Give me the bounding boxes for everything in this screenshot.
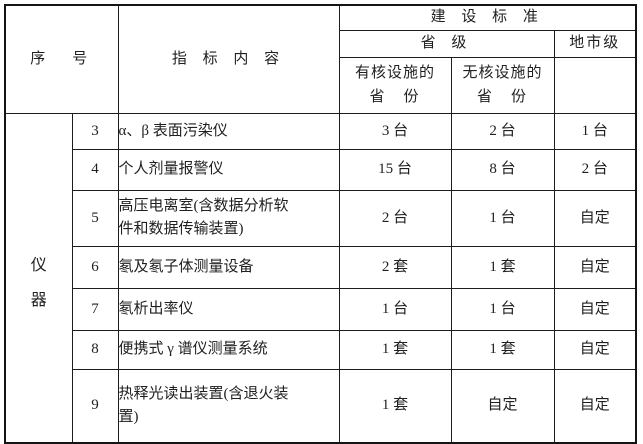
standards-table: 序 号 指 标 内 容 建 设 标 准 省 级 地市级 有核设施的 省 份 无核… xyxy=(4,4,638,444)
header-construction-standard: 建 设 标 准 xyxy=(338,4,637,31)
value-with-nuclear: 2 套 xyxy=(338,245,452,289)
row-number: 6 xyxy=(71,245,119,289)
row-number: 3 xyxy=(71,112,119,150)
value-without-nuclear: 1 套 xyxy=(450,329,555,370)
table-row: 仪 器 3 α、β 表面污染仪 3 台 2 台 1 台 xyxy=(4,112,637,444)
header-provinces-without-nuclear-line1: 无核设施的 xyxy=(462,65,543,81)
header-provincial-level: 省 级 xyxy=(338,29,555,58)
table-row: 5 高压电离室(含数据分析软 件和数据传输装置) 2 台 1 台 自定 xyxy=(5,189,637,247)
value-with-nuclear: 1 套 xyxy=(338,368,452,444)
value-municipal: 自定 xyxy=(553,245,637,289)
value-municipal: 自定 xyxy=(553,287,637,331)
indicator-content-cell: 高压电离室(含数据分析软 件和数据传输装置) xyxy=(117,189,340,247)
header-indicator-content: 指 标 内 容 xyxy=(117,4,340,114)
value-municipal: 自定 xyxy=(553,329,637,370)
header-row-2: 省 级 地市级 xyxy=(5,29,637,58)
value-with-nuclear: 2 台 xyxy=(338,189,452,247)
header-provinces-without-nuclear: 无核设施的 省 份 xyxy=(450,56,555,114)
document-page: 序 号 指 标 内 容 建 设 标 准 省 级 地市级 有核设施的 省 份 无核… xyxy=(4,4,638,444)
value-with-nuclear: 1 套 xyxy=(338,329,452,370)
indicator-content-cell: 氡及氡子体测量设备 xyxy=(117,245,340,289)
table-row: 8 便携式 γ 谱仪测量系统 1 套 1 套 自定 xyxy=(5,329,637,370)
header-municipal-level: 地市级 xyxy=(553,29,637,58)
value-municipal: 1 台 xyxy=(553,112,637,150)
value-municipal: 自定 xyxy=(553,189,637,247)
indicator-content-cell: 热释光读出装置(含退火装 置) xyxy=(117,368,340,444)
value-municipal: 2 台 xyxy=(553,148,637,191)
indicator-content-cell: 便携式 γ 谱仪测量系统 xyxy=(117,329,340,370)
value-without-nuclear: 自定 xyxy=(450,368,555,444)
header-provinces-with-nuclear-line1: 有核设施的 xyxy=(355,65,436,81)
value-with-nuclear: 1 台 xyxy=(338,287,452,331)
table-row: 7 氡析出率仪 1 台 1 台 自定 xyxy=(5,287,637,331)
value-with-nuclear: 3 台 xyxy=(338,112,452,150)
value-without-nuclear: 1 套 xyxy=(450,245,555,289)
category-char-2: 器 xyxy=(30,292,47,310)
header-serial-number: 序 号 xyxy=(4,4,119,114)
row-number: 8 xyxy=(71,329,119,370)
table-row: 9 热释光读出装置(含退火装 置) 1 套 自定 自定 xyxy=(5,368,637,444)
indicator-content-cell: α、β 表面污染仪 xyxy=(117,112,340,150)
row-number: 7 xyxy=(71,287,119,331)
row-number: 4 xyxy=(71,148,119,191)
header-municipal-empty-cell xyxy=(553,56,637,114)
table-row: 6 氡及氡子体测量设备 2 套 1 套 自定 xyxy=(5,245,637,289)
category-char-1: 仪 xyxy=(30,257,47,275)
value-without-nuclear: 1 台 xyxy=(450,189,555,247)
header-provinces-with-nuclear-line2: 省 份 xyxy=(369,89,421,105)
indicator-content-cell: 氡析出率仪 xyxy=(117,287,340,331)
value-municipal: 自定 xyxy=(553,368,637,444)
row-number: 9 xyxy=(71,368,119,444)
table-row: 4 个人剂量报警仪 15 台 8 台 2 台 xyxy=(5,148,637,191)
indicator-content-cell: 个人剂量报警仪 xyxy=(117,148,340,191)
value-without-nuclear: 1 台 xyxy=(450,287,555,331)
header-provinces-without-nuclear-line2: 省 份 xyxy=(477,89,529,105)
header-row-1: 序 号 指 标 内 容 建 设 标 准 xyxy=(4,4,637,114)
value-with-nuclear: 15 台 xyxy=(338,148,452,191)
value-without-nuclear: 8 台 xyxy=(450,148,555,191)
row-number: 5 xyxy=(71,189,119,247)
header-provinces-with-nuclear: 有核设施的 省 份 xyxy=(338,56,452,114)
category-label-vertical: 仪 器 xyxy=(6,246,72,309)
header-row-3: 有核设施的 省 份 无核设施的 省 份 xyxy=(5,56,637,114)
category-cell-instruments: 仪 器 xyxy=(4,112,73,444)
value-without-nuclear: 2 台 xyxy=(450,112,555,150)
